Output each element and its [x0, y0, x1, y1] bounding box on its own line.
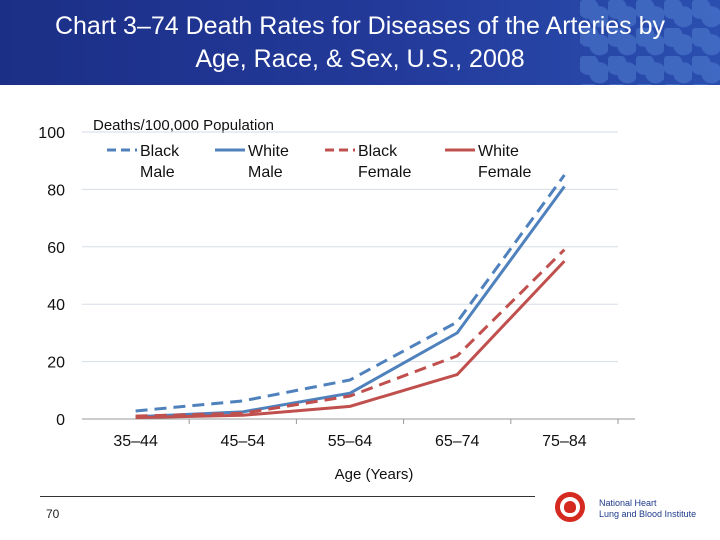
legend-label-black-female: Black	[358, 143, 398, 160]
footer-divider	[40, 496, 535, 497]
x-axis-label: Age (Years)	[335, 466, 414, 483]
y-tick-label: 100	[38, 125, 65, 142]
title-bar	[0, 0, 720, 85]
legend-label-white-male: White	[248, 143, 289, 160]
x-tick-label: 65–74	[435, 433, 480, 450]
y-tick-label: 0	[56, 412, 65, 429]
series-line-black-female	[135, 248, 566, 418]
y-axis-label: Deaths/100,000 Population	[93, 117, 274, 134]
series-line-white-female	[135, 260, 566, 420]
hexagon-pattern	[580, 0, 720, 85]
x-tick-label: 55–64	[328, 433, 373, 450]
series-line-white-male	[135, 185, 566, 419]
y-tick-label: 60	[47, 240, 65, 257]
legend-label-black-male: Black	[140, 143, 180, 160]
legend-label-white-male: Male	[248, 164, 283, 181]
legend-label-white-female: White	[478, 143, 519, 160]
series-line-black-male	[135, 174, 566, 413]
legend-label-black-female: Female	[358, 164, 411, 181]
x-tick-label: 35–44	[113, 433, 158, 450]
slide-title: Chart 3–74 Death Rates for Diseases of t…	[54, 12, 666, 73]
page-number: 70	[46, 507, 60, 521]
logo-ring-icon	[555, 492, 585, 522]
logo-line-2: Lung and Blood Institute	[599, 509, 697, 519]
y-tick-label: 20	[47, 355, 65, 372]
legend-label-white-female: Female	[478, 164, 531, 181]
legend-label-black-male: Male	[140, 164, 175, 181]
y-tick-label: 40	[47, 297, 65, 314]
logo-line-1: National Heart	[599, 498, 657, 508]
x-tick-label: 75–84	[542, 433, 587, 450]
x-tick-label: 45–54	[221, 433, 266, 450]
nhlbi-logo: National Heart Lung and Blood Institute	[555, 490, 715, 530]
y-tick-label: 80	[47, 182, 65, 199]
heart-icon	[564, 501, 576, 513]
